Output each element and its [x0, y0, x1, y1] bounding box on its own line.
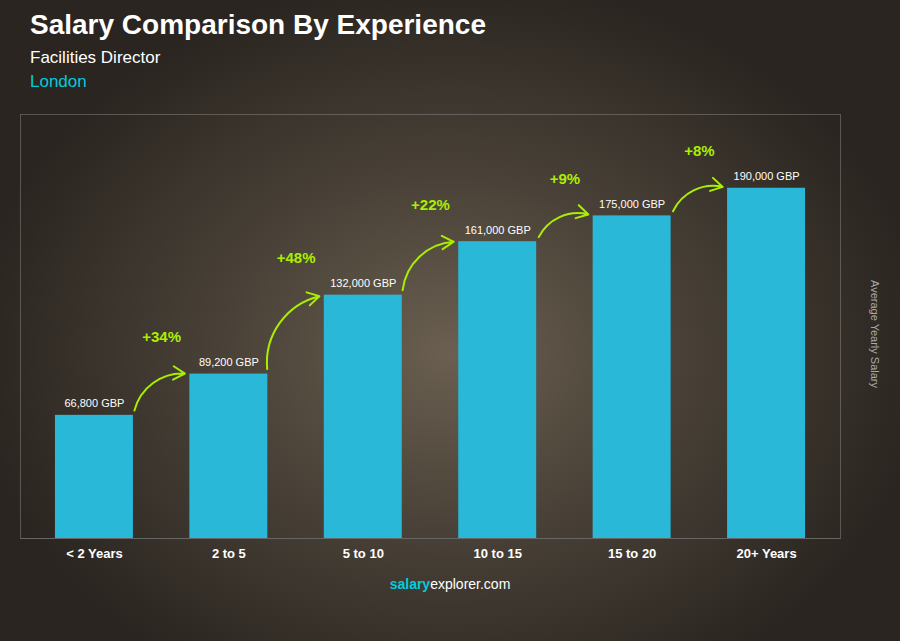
svg-text:5 to 10: 5 to 10	[343, 546, 384, 561]
html-text:Salary Comparison By Experienc: Salary Comparison By Experience	[30, 9, 486, 40]
svg-text:89,200 GBP: 89,200 GBP	[199, 356, 259, 368]
svg-text:20+ Years: 20+ Years	[736, 546, 796, 561]
svg-text:2 to 5: 2 to 5	[212, 546, 246, 561]
svg-text:15 to 20: 15 to 20	[608, 546, 656, 561]
svg-text:10 to 15: 10 to 15	[474, 546, 522, 561]
svg-text:+34%: +34%	[142, 328, 181, 345]
html-text:Average Yearly Salary: Average Yearly Salary	[869, 280, 881, 388]
html-text:Facilities Director: Facilities Director	[30, 48, 161, 67]
svg-text:+22%: +22%	[411, 196, 450, 213]
svg-text:+8%: +8%	[684, 142, 714, 159]
svg-text:< 2 Years: < 2 Years	[66, 546, 123, 561]
svg-text:+9%: +9%	[550, 170, 580, 187]
html-text:salary explorer.com: salary explorer.com	[389, 576, 511, 592]
svg-text:190,000 GBP: 190,000 GBP	[734, 170, 800, 182]
svg-text:175,000 GBP: 175,000 GBP	[599, 198, 665, 210]
svg-text:161,000 GBP: 161,000 GBP	[465, 224, 531, 236]
html-text:London: London	[30, 72, 87, 91]
svg-text:66,800 GBP: 66,800 GBP	[64, 397, 124, 409]
svg-text:132,000 GBP: 132,000 GBP	[330, 277, 396, 289]
svg-text:+48%: +48%	[277, 249, 316, 266]
